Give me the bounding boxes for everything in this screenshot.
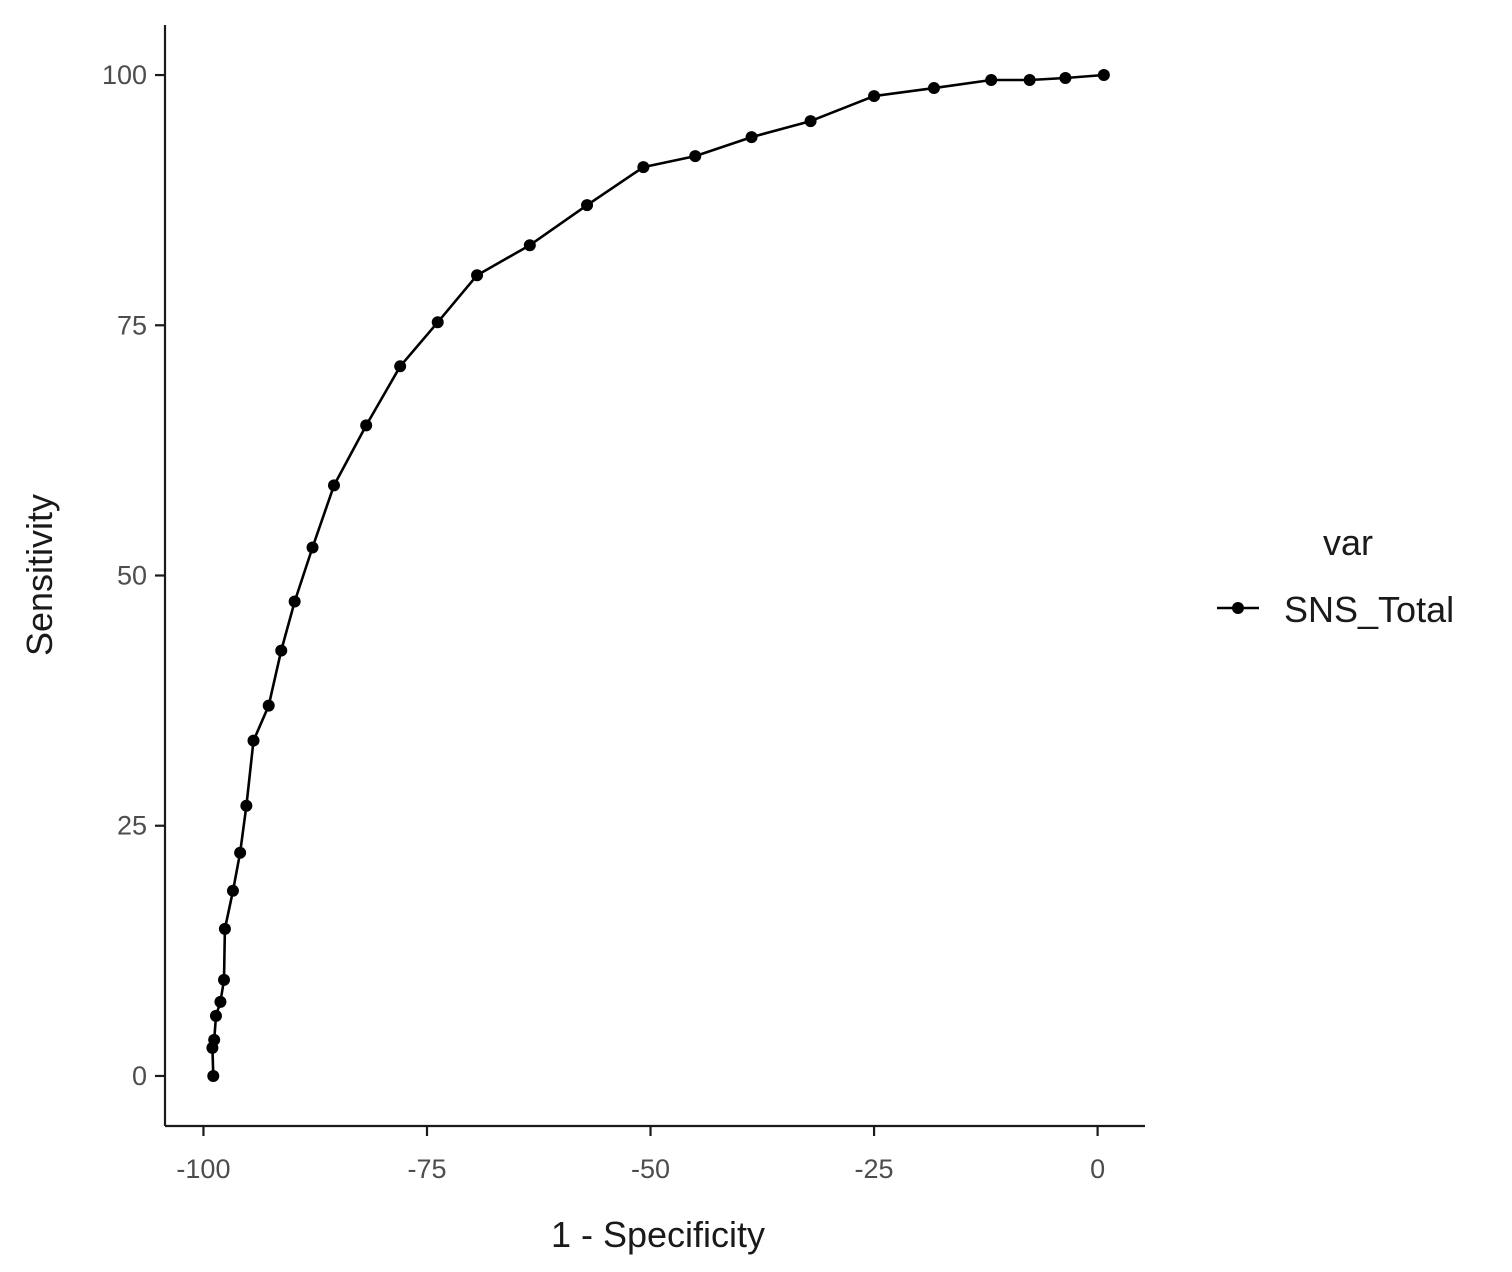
data-point [288,595,301,608]
x-tick-label: 0 [1090,1154,1105,1184]
data-point [523,239,536,252]
data-point [431,316,444,329]
y-axis-title: Sensitivity [19,494,60,656]
x-tick-label: -75 [407,1154,446,1184]
data-point [209,1009,222,1022]
data-point [327,479,340,492]
x-axis-ticks: -100 -75 -50 -25 0 [176,1126,1105,1184]
data-point [637,161,650,174]
y-tick-label: 50 [117,561,147,591]
data-point [1023,74,1036,87]
y-tick-label: 0 [132,1061,147,1091]
y-tick-label: 25 [117,811,147,841]
data-point [306,541,319,554]
data-point [240,799,253,812]
legend-label: SNS_Total [1284,589,1454,630]
data-point [275,644,288,657]
x-axis-title: 1 - Specificity [551,1214,765,1255]
data-point [868,90,881,103]
data-point [218,973,231,986]
y-tick-label: 100 [102,60,147,90]
data-point [234,846,247,859]
data-point [804,115,817,128]
data-point [689,150,702,163]
data-point [927,82,940,95]
x-tick-label: -50 [631,1154,670,1184]
y-tick-label: 75 [117,310,147,340]
data-point [394,360,407,373]
data-point [214,995,227,1008]
x-tick-label: -100 [176,1154,230,1184]
data-point [745,131,758,144]
data-point [985,74,998,87]
y-axis-ticks: 0 25 50 75 100 [102,60,165,1091]
data-point [1059,72,1072,85]
series-layer [206,69,1110,1082]
data-point [581,199,594,212]
x-tick-label: -25 [855,1154,894,1184]
series-line-sns-total [211,73,1105,1077]
data-point [471,269,484,282]
data-point [360,419,373,432]
data-point [218,922,231,935]
legend-key-marker [1232,602,1244,614]
legend-title: var [1323,522,1373,563]
data-point [262,699,275,712]
data-point [208,1033,221,1046]
legend: var SNS_Total [1217,522,1454,630]
data-point [226,884,239,897]
data-point [247,734,260,747]
data-point [1097,69,1110,82]
data-point [207,1069,220,1082]
